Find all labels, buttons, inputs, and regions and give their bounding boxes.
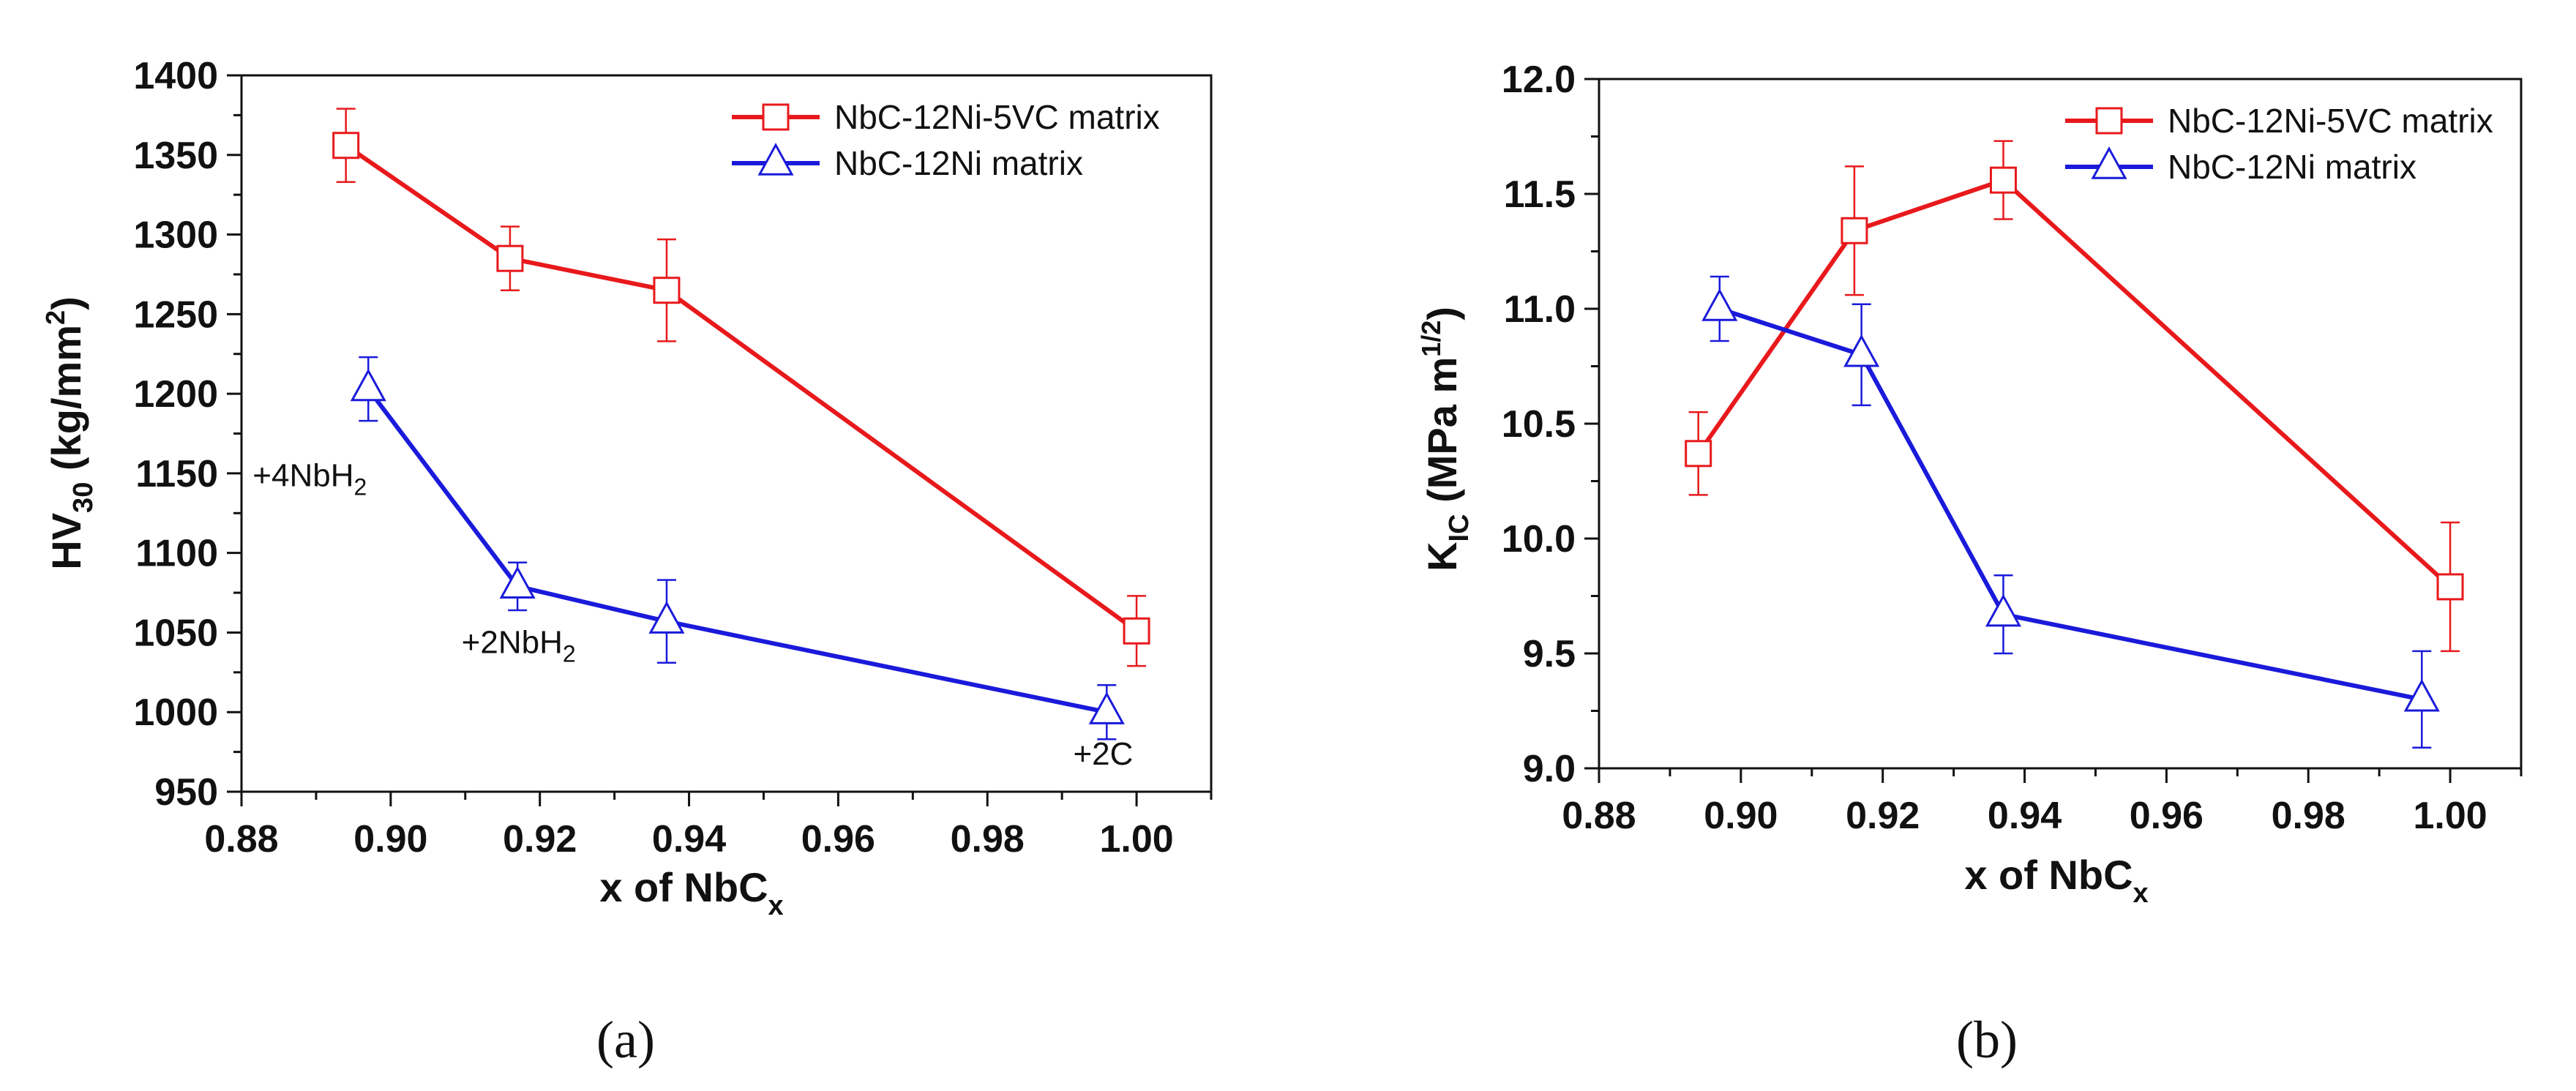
- y-tick-label: 9.5: [1523, 633, 1576, 675]
- annotation: +4NbH2: [252, 457, 367, 500]
- y-tick-label: 10.5: [1502, 403, 1576, 446]
- data-point: [1989, 166, 2017, 194]
- x-tick-label: 1.00: [1099, 818, 1173, 861]
- panel-label: (a): [596, 1011, 655, 1069]
- x-tick-label: 0.92: [503, 818, 577, 861]
- data-point: [332, 132, 360, 160]
- y-tick-label: 1100: [135, 533, 218, 575]
- legend-marker: [2095, 107, 2123, 135]
- legend-marker: [757, 143, 794, 176]
- y-tick-label: 1350: [133, 135, 218, 177]
- series-line: [344, 143, 1138, 633]
- data-point: [1685, 440, 1712, 468]
- data-point: [1701, 288, 1738, 321]
- y-tick-label: 1300: [133, 214, 218, 257]
- series-nbc-12ni: [1701, 275, 2440, 749]
- x-tick-label: 0.90: [353, 818, 427, 861]
- plot-frame: [240, 74, 1213, 793]
- y-tick-label: 1400: [133, 55, 218, 97]
- x-tick-label: 0.94: [652, 818, 726, 861]
- x-tick-label: 0.88: [1562, 795, 1636, 837]
- data-point: [1088, 691, 1125, 724]
- series-nbc-12ni-5vc: [1685, 140, 2464, 653]
- legend-label: NbC-12Ni-5VC matrix: [2168, 102, 2493, 140]
- series-line: [1718, 307, 2422, 702]
- x-tick-label: 0.96: [2130, 795, 2204, 837]
- y-tick-label: 1150: [135, 453, 218, 495]
- x-tick-label: 0.92: [1846, 795, 1920, 837]
- series-nbc-12ni: [350, 356, 1125, 741]
- y-tick-label: 11.0: [1504, 288, 1576, 331]
- annotation: +2NbH2: [462, 625, 576, 667]
- y-tick-label: 12.0: [1502, 59, 1576, 101]
- data-point: [1841, 217, 1868, 244]
- x-axis-title: x of NbCx: [1964, 852, 2148, 909]
- legend-marker: [762, 103, 790, 131]
- panel-label: (b): [1956, 1011, 2018, 1069]
- legend-label: NbC-12Ni matrix: [834, 144, 1083, 182]
- legend: NbC-12Ni-5VC matrix NbC-12Ni matrix: [732, 98, 1160, 182]
- y-tick-label: 9.0: [1523, 748, 1576, 790]
- y-tick-label: 950: [154, 771, 218, 814]
- x-tick-label: 1.00: [2413, 795, 2487, 837]
- data-point: [496, 244, 524, 272]
- legend-marker: [2091, 146, 2127, 179]
- chart-panel-a: 0.88 0.90 0.92 0.94 0.96 0.98 1.00 950 1000 1050 1…: [40, 55, 1213, 1069]
- series-line: [366, 387, 1107, 715]
- x-axis-title: x of NbCx: [599, 864, 783, 921]
- y-tick-label: 11.5: [1504, 173, 1576, 216]
- legend-label: NbC-12Ni matrix: [2168, 148, 2416, 186]
- annotation: +2C: [1073, 736, 1133, 772]
- data-point: [648, 601, 685, 634]
- data-point: [1985, 593, 2021, 627]
- series-line: [1696, 177, 2452, 589]
- x-tick-label: 0.98: [951, 818, 1025, 861]
- y-axis-title: HV30 (kg/mm2): [40, 296, 99, 569]
- data-point: [499, 566, 536, 599]
- legend-label: NbC-12Ni-5VC matrix: [834, 98, 1160, 136]
- data-point: [1123, 617, 1150, 645]
- y-tick-label: 1050: [133, 612, 218, 654]
- x-tick-label: 0.96: [801, 818, 875, 861]
- chart-panel-b: 0.88 0.90 0.92 0.94 0.96 0.98 1.00 9.0 9.5 10.0 10…: [1416, 59, 2523, 1069]
- x-tick-label: 0.98: [2272, 795, 2345, 837]
- y-tick-label: 1000: [133, 691, 218, 734]
- legend: NbC-12Ni-5VC matrix NbC-12Ni matrix: [2065, 102, 2493, 186]
- x-tick-label: 0.88: [204, 818, 278, 861]
- series-nbc-12ni-5vc: [332, 108, 1150, 667]
- data-point: [2403, 678, 2440, 712]
- x-tick-label: 0.94: [1988, 795, 2062, 837]
- y-tick-label: 1250: [133, 293, 218, 336]
- data-point: [1843, 334, 1880, 367]
- y-tick-label: 1200: [133, 373, 218, 416]
- y-axis-title: KIC (MPa m1/2): [1416, 307, 1475, 571]
- data-point: [653, 277, 681, 304]
- y-tick-label: 10.0: [1502, 518, 1576, 561]
- data-point: [2436, 573, 2464, 601]
- data-point: [350, 368, 386, 402]
- x-tick-label: 0.90: [1704, 795, 1778, 837]
